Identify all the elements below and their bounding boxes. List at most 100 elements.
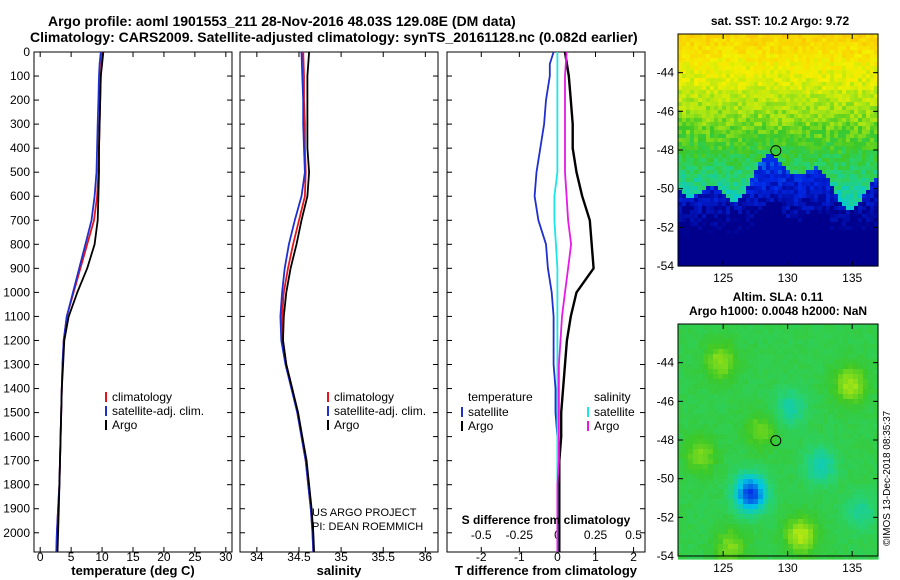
map-cell xyxy=(758,429,764,435)
map-cell xyxy=(718,98,723,103)
map-cell xyxy=(798,118,803,123)
map-cell xyxy=(833,454,839,460)
map-cell xyxy=(678,384,684,390)
s-diff-tick-label: 0.5 xyxy=(625,528,642,542)
map-cell xyxy=(728,429,734,435)
map-cell xyxy=(714,218,719,223)
map-cell xyxy=(753,479,759,485)
map-cell xyxy=(706,254,711,259)
map-cell xyxy=(730,158,735,163)
map-cell xyxy=(678,142,683,147)
map-cell xyxy=(806,50,811,55)
map-cell xyxy=(813,389,819,395)
map-cell xyxy=(786,246,791,251)
map-cell xyxy=(754,238,759,243)
map-cell xyxy=(873,539,879,545)
map-cell xyxy=(806,82,811,87)
map-cell xyxy=(766,262,771,267)
map-cell xyxy=(778,102,783,107)
map-cell xyxy=(870,194,875,199)
map-cell xyxy=(858,479,864,485)
map-cell xyxy=(838,504,844,510)
map-cell xyxy=(826,102,831,107)
map-cell xyxy=(768,544,774,550)
map-cell xyxy=(762,142,767,147)
map-cell xyxy=(770,66,775,71)
map-cell xyxy=(863,419,869,425)
map-cell xyxy=(814,190,819,195)
map-cell xyxy=(768,514,774,520)
map-cell xyxy=(742,86,747,91)
legend-label: climatology xyxy=(334,390,394,404)
map-cell xyxy=(870,70,875,75)
map-cell xyxy=(730,106,735,111)
map-cell xyxy=(746,210,751,215)
map-cell xyxy=(808,479,814,485)
map-cell xyxy=(794,94,799,99)
map-cell xyxy=(808,329,814,335)
x-tick-label: 34 xyxy=(250,550,264,564)
map-cell xyxy=(863,329,869,335)
map-cell xyxy=(738,110,743,115)
map-cell xyxy=(690,98,695,103)
map-cell xyxy=(794,190,799,195)
map-cell xyxy=(788,449,794,455)
map-cell xyxy=(818,170,823,175)
map-cell xyxy=(838,102,843,107)
map-cell xyxy=(706,182,711,187)
map-cell xyxy=(778,86,783,91)
map-cell xyxy=(786,78,791,83)
map-cell xyxy=(774,50,779,55)
map-cell xyxy=(786,222,791,227)
map-cell xyxy=(848,514,854,520)
map-cell xyxy=(698,359,704,365)
map-cell xyxy=(753,494,759,500)
map-cell xyxy=(734,262,739,267)
map-cell xyxy=(683,449,689,455)
map-cell xyxy=(778,106,783,111)
map-cell xyxy=(683,334,689,340)
map-cell xyxy=(758,162,763,167)
map-cell xyxy=(722,118,727,123)
map-cell xyxy=(728,374,734,380)
map-cell xyxy=(790,38,795,43)
map-cell xyxy=(786,58,791,63)
map-cell xyxy=(793,529,799,535)
map-cell xyxy=(690,206,695,211)
map-cell xyxy=(870,262,875,267)
x-tick-label: 0 xyxy=(37,550,44,564)
map-cell xyxy=(858,504,864,510)
map-cell xyxy=(743,494,749,500)
map-cell xyxy=(790,226,795,231)
map-cell xyxy=(830,110,835,115)
map-cell xyxy=(802,250,807,255)
x-tick-label: 25 xyxy=(188,550,202,564)
map-cell xyxy=(702,62,707,67)
map-cell xyxy=(690,222,695,227)
map-cell xyxy=(678,234,683,239)
map-cell xyxy=(688,439,694,445)
map-cell xyxy=(830,118,835,123)
map-cell xyxy=(678,349,684,355)
map-cell xyxy=(842,166,847,171)
map-cell xyxy=(738,134,743,139)
map-cell xyxy=(722,78,727,83)
map-cell xyxy=(678,146,683,151)
map-cell xyxy=(842,82,847,87)
map-cell xyxy=(770,134,775,139)
map-cell xyxy=(808,324,814,330)
map-cell xyxy=(793,429,799,435)
map-cell xyxy=(838,70,843,75)
map-cell xyxy=(862,170,867,175)
map-cell xyxy=(733,449,739,455)
map-cell xyxy=(818,384,824,390)
map-cell xyxy=(743,374,749,380)
map-cell xyxy=(854,194,859,199)
map-cell xyxy=(798,369,804,375)
map-cell xyxy=(723,539,729,545)
map-cell xyxy=(678,242,683,247)
map-cell xyxy=(833,489,839,495)
map-x-tick-label: 125 xyxy=(713,271,733,285)
map-cell xyxy=(688,374,694,380)
map-cell xyxy=(778,389,784,395)
